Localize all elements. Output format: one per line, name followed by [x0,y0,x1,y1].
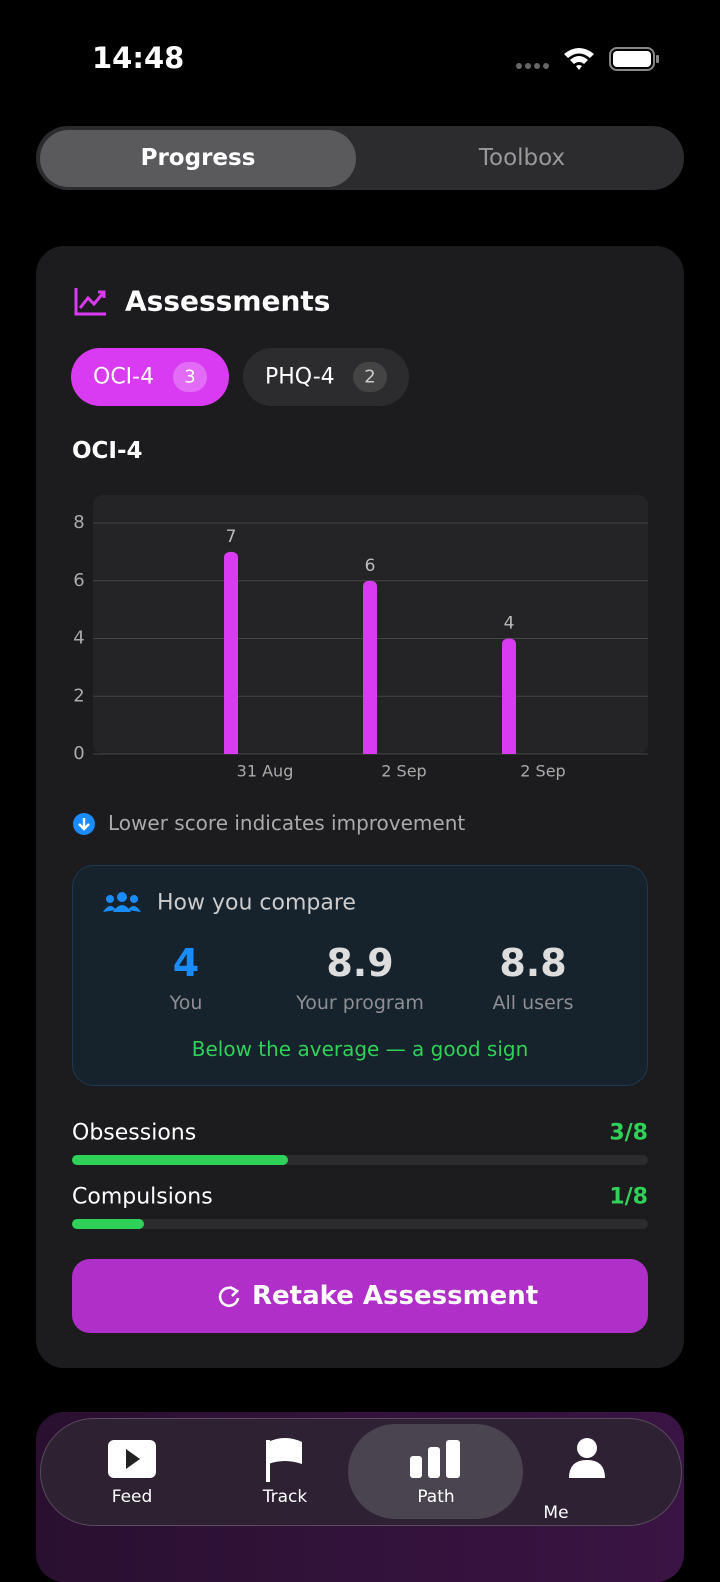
stat-label: You [169,992,203,1014]
value-label: 6 [365,556,376,576]
note: Lower score indicates improvement [108,811,466,835]
y-tick-label: 2 [73,685,84,706]
chip-count: 3 [184,366,196,388]
refresh-icon [218,1285,240,1308]
subscale-name: Obsessions [72,1120,197,1146]
tab-active[interactable] [40,130,356,187]
x-tick-label: 31 Aug [237,762,294,781]
button-label[interactable]: Retake Assessment [252,1281,539,1311]
retake-button[interactable] [72,1259,648,1333]
chart-icon [74,288,106,316]
chip-badge [173,362,207,392]
nav-label[interactable]: Track [262,1487,308,1507]
stat-value: 4 [172,941,200,985]
info-icon [73,813,95,835]
bar [363,580,377,754]
chip-label[interactable]: PHQ-4 [265,364,335,390]
progress-track [72,1219,648,1229]
progress-track [72,1155,648,1165]
y-tick-label: 4 [73,628,84,649]
bar [224,551,238,754]
subscale-name: Compulsions [72,1184,213,1210]
chart: 0 2 4 6 8 31 Aug 7 2 Sep 6 2 Sep 4 [73,495,648,781]
subscale-score: 1/8 [609,1184,648,1210]
tab[interactable]: Toolbox [478,145,566,171]
value-label: 4 [504,614,515,634]
progress-fill [72,1219,144,1229]
x-tick-label: 2 Sep [381,762,426,781]
time: 14:48 [92,41,185,75]
compare-message: Below the average — a good sign [191,1037,529,1061]
progress-fill [72,1155,288,1165]
tab[interactable]: Progress [140,145,256,171]
chip[interactable] [71,348,229,406]
chip-label[interactable]: OCI-4 [93,364,155,390]
compare-title: How you compare [157,890,356,916]
compare-box [72,865,648,1086]
chip-count: 2 [364,366,376,388]
subscale-score: 3/8 [609,1120,648,1146]
chip-badge [353,362,387,392]
y-tick-label: 6 [73,570,84,591]
stat-value: 8.8 [499,941,567,985]
x-tick-label: 2 Sep [520,762,565,781]
y-tick-label: 8 [73,512,84,533]
stat-value: 8.9 [326,941,394,985]
card-title: Assessments [125,284,331,318]
nav-label[interactable]: Me [543,1503,569,1523]
bar [502,638,516,754]
chart-title: OCI-4 [72,438,143,464]
stat-label: All users [492,992,574,1014]
stat-label: Your program [296,992,424,1014]
nav-icons [108,1438,605,1482]
status-icons [516,47,659,71]
value-label: 7 [226,527,237,547]
people-icon [103,892,141,912]
card [36,246,684,1368]
nav-label[interactable]: Feed [111,1487,153,1507]
y-tick-label: 0 [73,743,84,764]
nav-label[interactable]: Path [417,1487,455,1507]
